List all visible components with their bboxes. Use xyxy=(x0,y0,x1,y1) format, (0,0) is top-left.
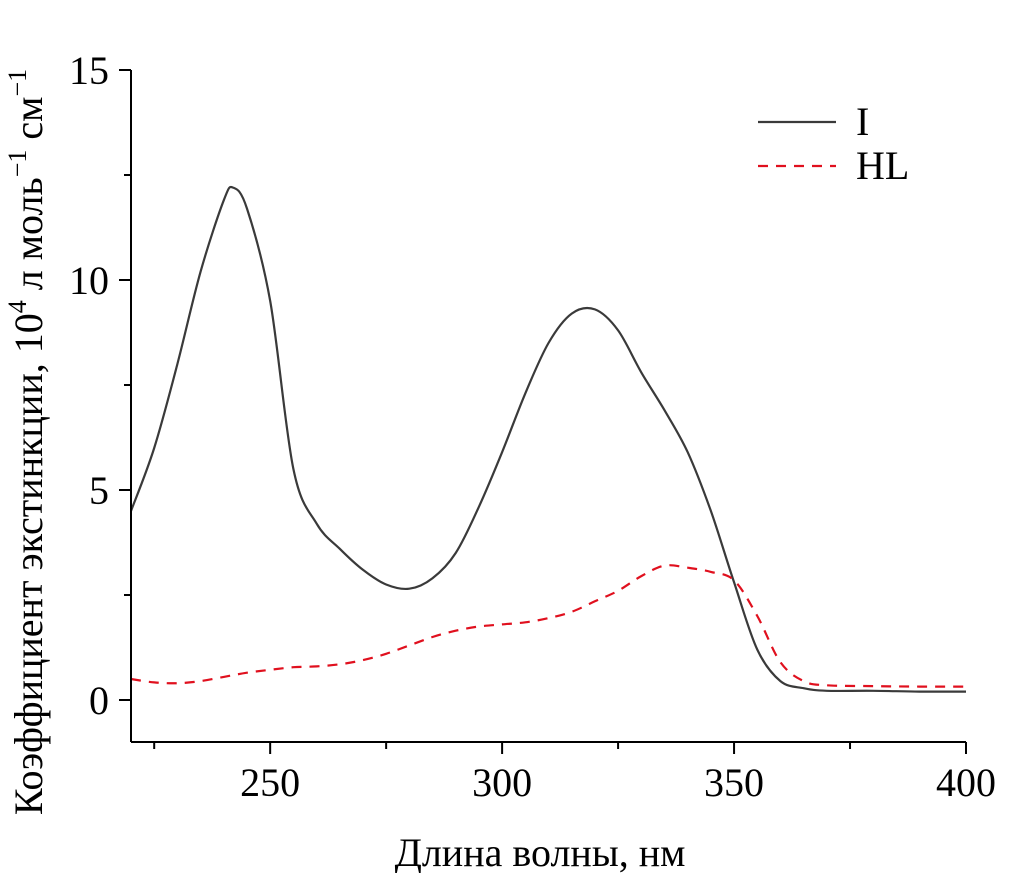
x-tick-label: 250 xyxy=(240,760,300,805)
legend: IHL xyxy=(758,99,909,188)
axes-layer: 0 5 10 15 250 300 350 400 xyxy=(69,48,996,805)
series-layer xyxy=(129,185,967,693)
x-tick-label: 350 xyxy=(704,760,764,805)
x-tick-label: 300 xyxy=(472,760,532,805)
y-tick-label: 0 xyxy=(89,678,109,723)
legend-label-hl: HL xyxy=(856,143,909,188)
x-tick-label: 400 xyxy=(936,760,996,805)
x-axis-title: Длина волны, нм xyxy=(395,830,686,873)
legend-label-i: I xyxy=(856,99,869,144)
y-tick-label: 10 xyxy=(69,258,109,303)
y-tick-label: 15 xyxy=(69,48,109,93)
y-axis-title: Коэффициент экстинкции, 104 л моль−1 см−… xyxy=(3,69,51,815)
series-line-hl xyxy=(130,564,966,688)
series-line-i xyxy=(129,185,967,693)
y-tick-label: 5 xyxy=(89,468,109,513)
